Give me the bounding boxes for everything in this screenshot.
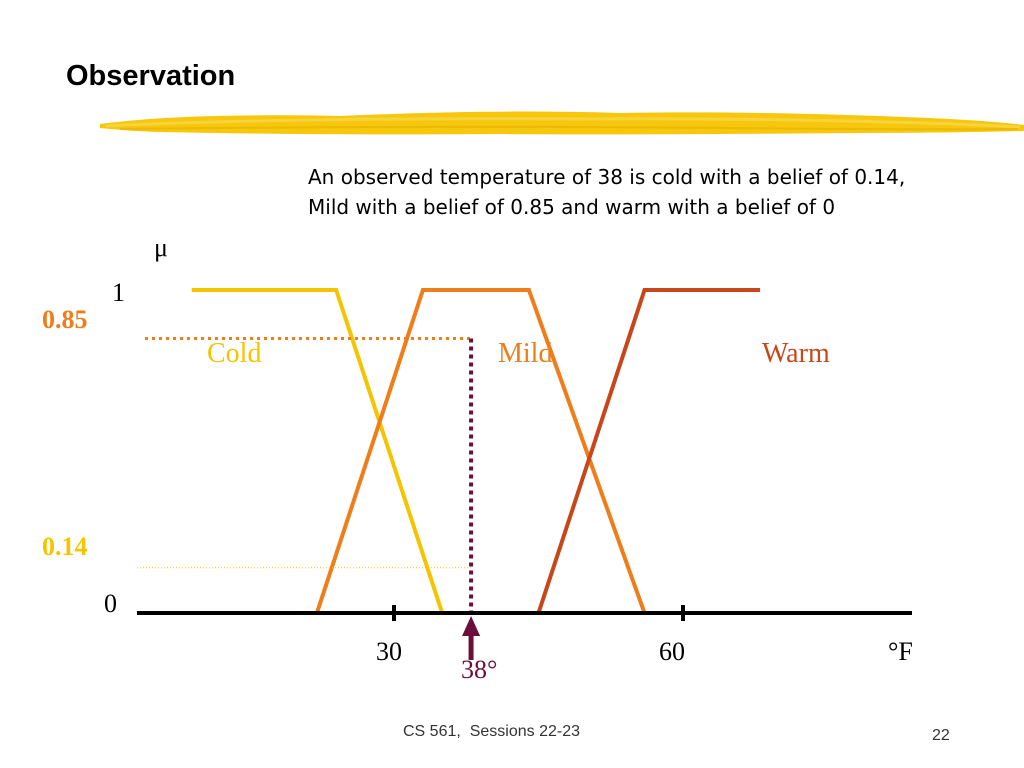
footer-course: CS 561, Sessions 22-23	[403, 723, 580, 740]
series-label-mild: Mild	[498, 338, 552, 369]
observation-arrow-head	[462, 616, 481, 636]
x-unit-label: °F	[888, 637, 913, 666]
series-line-cold	[191, 288, 445, 614]
belief-label-cold: 0.14	[42, 532, 88, 561]
y-tick-label-1: 1	[112, 278, 125, 307]
x-tick-label-60: 60	[659, 637, 685, 666]
title-underline-decoration	[100, 111, 1024, 135]
series-line-mild	[314, 288, 647, 614]
y-tick-label-0: 0	[104, 589, 117, 618]
belief-label-mild: 0.85	[42, 305, 88, 334]
x-tick-label-30: 30	[376, 637, 402, 666]
observation-description: An observed temperature of 38 is cold wi…	[308, 162, 1008, 222]
slide-title: Observation	[66, 60, 236, 92]
description-line-1: An observed temperature of 38 is cold wi…	[308, 165, 906, 189]
observation-label: 38°	[461, 655, 497, 684]
y-axis-symbol: μ	[154, 233, 168, 262]
series-line-warm	[536, 288, 761, 614]
footer-page-number: 22	[932, 727, 950, 744]
series-label-cold: Cold	[207, 338, 261, 369]
description-line-2: Mild with a belief of 0.85 and warm with…	[308, 195, 836, 219]
series-label-warm: Warm	[762, 338, 830, 369]
